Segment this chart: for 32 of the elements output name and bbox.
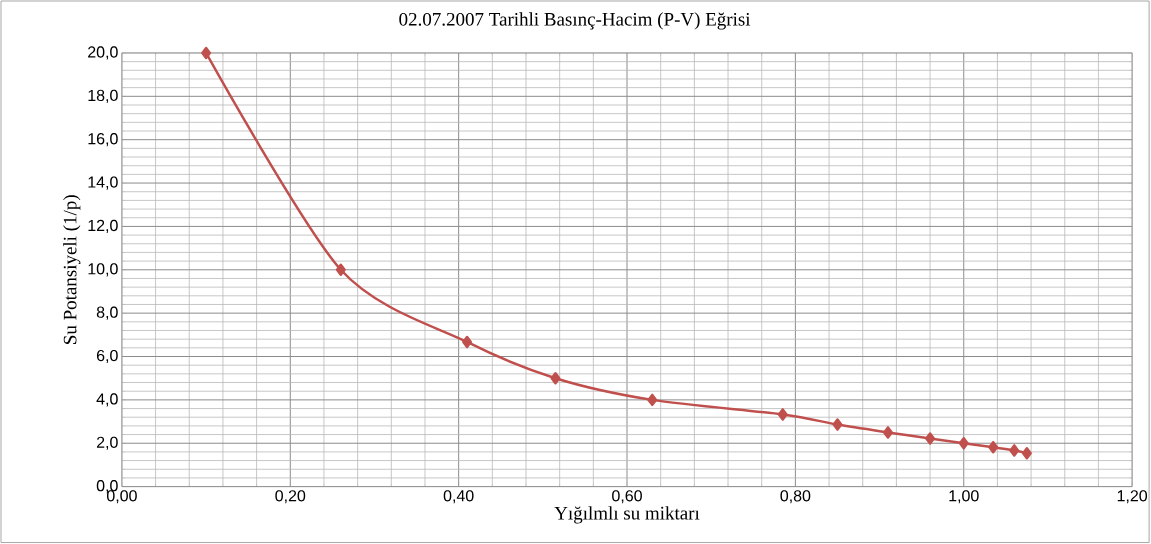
y-tick-label: 14,0 [88,176,118,190]
x-tick-label: 1,00 [949,490,979,504]
point [882,426,893,439]
x-tick-label: 0,40 [443,490,474,504]
y-tick-label: 18,0 [88,89,118,104]
point [958,437,969,450]
x-axis-title: Yığılmlı su miktarı [554,506,700,524]
point [647,393,658,407]
x-tick-label: 0,80 [780,490,811,504]
x-tick-label: 0,60 [612,490,642,504]
chart-title: 02.07.2007 Tarihli Basınç-Hacim (P-V) Eğrisi [399,12,751,30]
y-tick-label: 16,0 [88,133,118,147]
point [1021,447,1032,460]
y-tick-label: 12,0 [88,220,118,234]
point [925,432,936,445]
y-tick-label: 20,0 [88,46,118,60]
y-tick-label: 6,0 [96,350,118,364]
point [988,441,999,454]
point [335,263,346,277]
point [462,335,473,349]
point [832,418,843,432]
y-tick-label: 8,0 [96,306,118,320]
x-tick-label: 1,20 [1117,490,1148,504]
x-tick-label: 0,20 [275,490,306,504]
point [1009,444,1020,457]
y-tick-label: 10,0 [88,263,118,277]
point [550,372,561,385]
y-tick-label: 2,0 [96,436,118,451]
point [777,408,788,421]
point [201,46,212,60]
y-tick-label: 4,0 [96,393,118,407]
y-axis-title: Su Potansiyeli (1/p) [63,195,81,345]
